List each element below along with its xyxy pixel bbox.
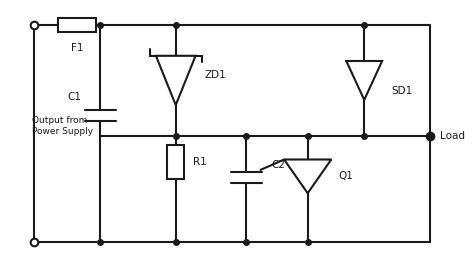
Text: C1: C1 bbox=[67, 92, 82, 102]
Text: Output from
Power Supply: Output from Power Supply bbox=[32, 116, 93, 135]
Polygon shape bbox=[346, 61, 382, 100]
Bar bbox=[167, 145, 184, 179]
Text: SD1: SD1 bbox=[392, 86, 413, 96]
Text: R1: R1 bbox=[193, 157, 207, 167]
Text: F1: F1 bbox=[71, 43, 83, 53]
Polygon shape bbox=[156, 56, 196, 105]
Text: Load: Load bbox=[439, 131, 465, 141]
Text: ZD1: ZD1 bbox=[205, 70, 227, 80]
Text: C2: C2 bbox=[271, 160, 285, 170]
Text: Q1: Q1 bbox=[338, 171, 353, 181]
Bar bbox=[58, 18, 96, 32]
Polygon shape bbox=[284, 160, 331, 193]
